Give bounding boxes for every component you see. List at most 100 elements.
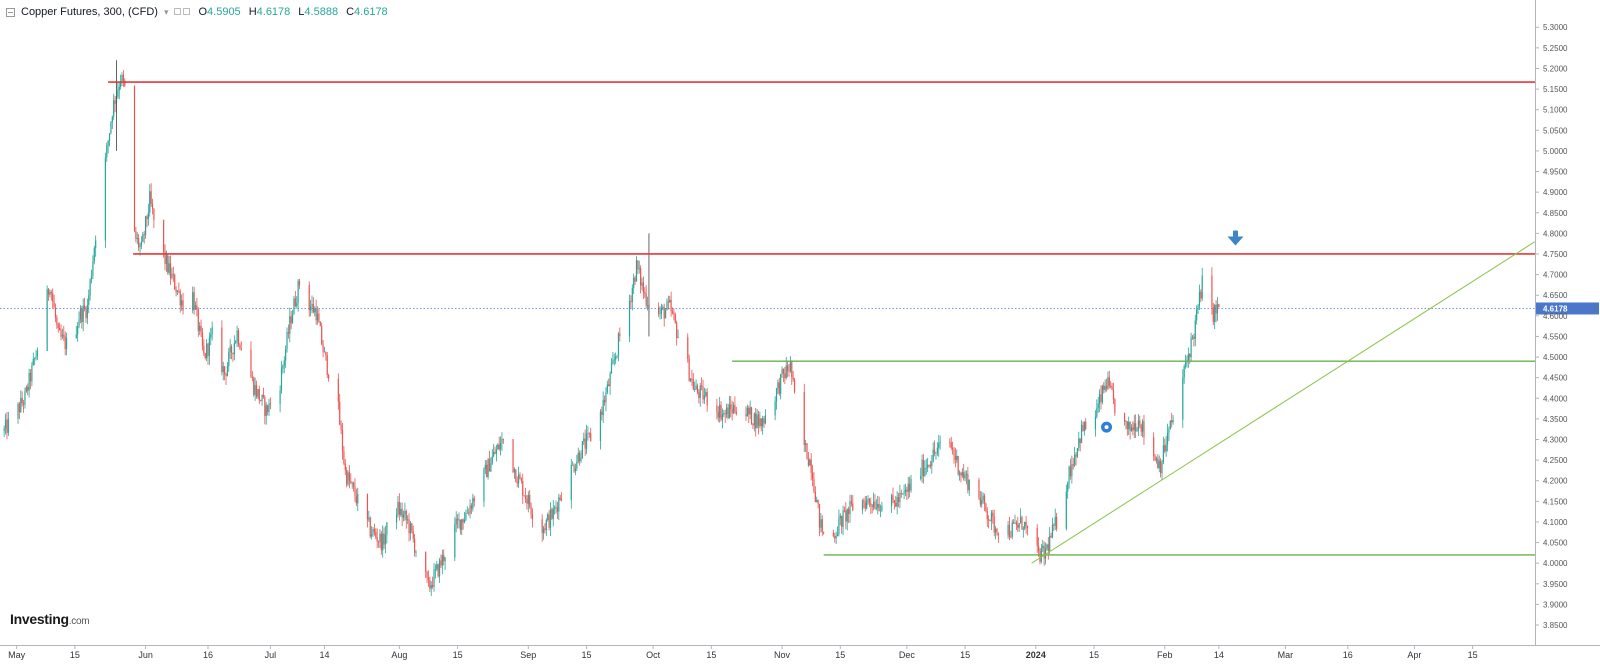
candle-body bbox=[519, 474, 521, 479]
candle-up bbox=[233, 335, 235, 361]
candle-body bbox=[1197, 305, 1199, 310]
candle-down bbox=[59, 322, 61, 331]
candle-up bbox=[415, 550, 417, 558]
candle-up bbox=[835, 531, 837, 545]
price-tick-label: 4.4500 bbox=[1543, 374, 1568, 383]
candle-body bbox=[144, 216, 147, 236]
candle-up bbox=[265, 402, 267, 425]
candle-down bbox=[1110, 381, 1112, 389]
candle-up bbox=[920, 467, 922, 481]
candle-down bbox=[900, 489, 902, 498]
event-marker-icon bbox=[1101, 421, 1113, 433]
candle-down bbox=[967, 466, 969, 494]
candle-down bbox=[787, 360, 789, 378]
candle-body bbox=[56, 317, 58, 325]
candle-down bbox=[692, 373, 694, 391]
candle-down bbox=[179, 289, 181, 313]
candle-body bbox=[258, 389, 260, 401]
candle-down bbox=[688, 354, 690, 382]
candle-down bbox=[1017, 516, 1019, 532]
candle-body bbox=[463, 519, 466, 523]
candle-down bbox=[806, 442, 808, 460]
candle-body bbox=[293, 298, 295, 315]
candle-up bbox=[176, 290, 179, 296]
candle-body bbox=[325, 351, 327, 356]
candle-body bbox=[723, 413, 725, 415]
candle-up bbox=[907, 476, 909, 499]
candle-down bbox=[807, 451, 810, 467]
candle-body bbox=[373, 529, 375, 532]
time-tick-label: 15 bbox=[960, 650, 970, 660]
candle-down bbox=[644, 287, 646, 298]
candle-body bbox=[122, 74, 125, 81]
candle-body bbox=[192, 292, 194, 311]
candle-body bbox=[719, 404, 721, 418]
candle-up bbox=[968, 479, 970, 496]
candle-body bbox=[803, 392, 805, 445]
candle-body bbox=[1140, 425, 1142, 432]
candle-body bbox=[866, 499, 868, 509]
candle-body bbox=[49, 292, 51, 295]
candle-down bbox=[459, 519, 461, 535]
candle-body bbox=[383, 533, 385, 545]
candle-down bbox=[1164, 438, 1166, 454]
candle-down bbox=[6, 411, 8, 440]
candle-body bbox=[411, 523, 413, 532]
candle-body bbox=[82, 305, 84, 323]
chevron-down-icon[interactable]: ▾ bbox=[163, 6, 169, 17]
candle-body bbox=[341, 430, 344, 452]
settings-icons[interactable] bbox=[174, 6, 192, 18]
candle-body bbox=[875, 507, 877, 509]
candle-down bbox=[204, 352, 206, 360]
candle-body bbox=[989, 520, 991, 522]
candle-up bbox=[694, 381, 696, 393]
chart-header: Copper Futures, 300, (CFD) ▾ O4.5905 H4.… bbox=[6, 4, 388, 20]
candle-body bbox=[1136, 430, 1138, 432]
close-label: C bbox=[346, 6, 355, 18]
candle-down bbox=[520, 477, 522, 484]
candle-up bbox=[86, 298, 88, 325]
candle-down bbox=[843, 506, 846, 513]
candle-up bbox=[762, 415, 764, 435]
candle-body bbox=[846, 509, 848, 522]
candle-body bbox=[196, 305, 198, 309]
candle-up bbox=[558, 493, 560, 521]
candle-up bbox=[235, 339, 237, 344]
candle-body bbox=[775, 388, 778, 402]
candle-down bbox=[782, 368, 785, 382]
candle-down bbox=[1211, 267, 1213, 315]
candle-down bbox=[348, 465, 351, 489]
candle-body bbox=[400, 508, 402, 515]
candle-up bbox=[1044, 542, 1047, 565]
candle-body bbox=[932, 449, 934, 462]
candle-body bbox=[603, 399, 606, 403]
candle-down bbox=[630, 295, 632, 309]
candle-down bbox=[874, 494, 876, 510]
menu-icon[interactable] bbox=[6, 7, 15, 17]
candle-up bbox=[36, 347, 39, 360]
candle-body bbox=[315, 308, 317, 321]
candle-body bbox=[957, 455, 959, 475]
candle-down bbox=[468, 508, 470, 516]
candle-body bbox=[669, 299, 671, 303]
candle-up bbox=[210, 327, 212, 346]
candle-up bbox=[444, 557, 446, 570]
candle-body bbox=[1187, 354, 1189, 361]
candle-body bbox=[877, 503, 879, 508]
candle-down bbox=[83, 297, 86, 312]
time-tick-label: 14 bbox=[1214, 650, 1224, 660]
candle-body bbox=[676, 322, 678, 339]
candle-body bbox=[311, 303, 313, 307]
candle-body bbox=[602, 399, 604, 415]
candle-down bbox=[978, 477, 980, 500]
candle-body bbox=[117, 90, 119, 97]
candle-up bbox=[395, 508, 398, 530]
candle-body bbox=[250, 349, 252, 378]
candle-body bbox=[1101, 385, 1103, 403]
candle-down bbox=[928, 464, 930, 468]
candle-body bbox=[491, 456, 493, 464]
symbol-title[interactable]: Copper Futures, 300, (CFD) bbox=[21, 6, 158, 18]
ascending-trendline bbox=[1031, 241, 1536, 564]
